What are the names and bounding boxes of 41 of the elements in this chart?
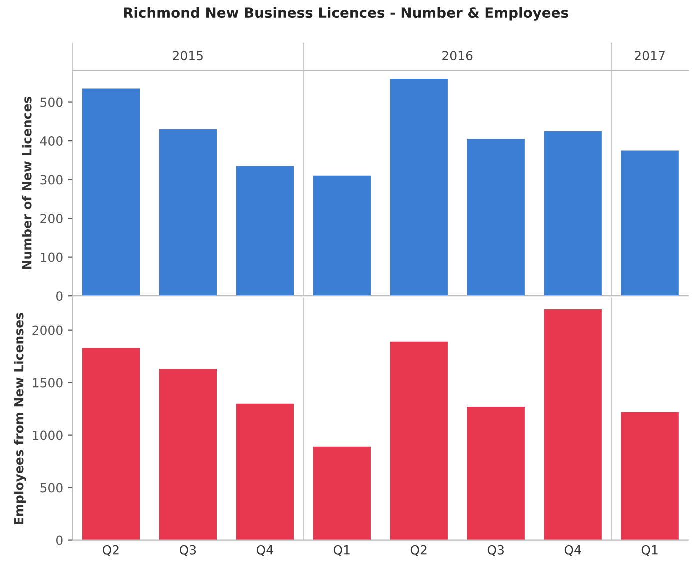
bar: [313, 176, 371, 296]
x-tick-label: Q4: [564, 545, 582, 556]
x-tick-label: Q1: [642, 545, 658, 556]
bar: [544, 309, 602, 540]
bar: [82, 88, 140, 296]
x-tick-label: Q2: [410, 545, 427, 556]
bar: [467, 406, 525, 540]
y-tick-label: 400: [40, 136, 63, 146]
bar: [390, 342, 448, 540]
bar: [621, 150, 679, 296]
text: 2015: [173, 51, 203, 61]
y-tick-label: 1000: [33, 430, 63, 440]
bar: [236, 166, 294, 296]
y-axis-title: Number of New Licences: [22, 96, 32, 270]
y-tick-label: 100: [41, 252, 63, 262]
y-tick-label: 0: [56, 292, 63, 302]
y-tick-label: 500: [40, 98, 63, 108]
x-tick-label: Q4: [256, 545, 274, 556]
y-tick-label: 300: [40, 175, 63, 185]
x-tick-label: Q2: [102, 545, 119, 556]
bar: [313, 446, 371, 540]
y-tick-label: 2000: [32, 326, 63, 336]
bar: [467, 139, 525, 296]
y-axis-title: Employees from New Licenses: [14, 313, 26, 524]
y-tick-label: 500: [40, 483, 63, 493]
chart-title: Richmond New Business Licences - Number & Employees: [124, 7, 568, 21]
x-tick-label: Q3: [180, 545, 196, 556]
x-tick-label: Q1: [334, 545, 350, 556]
text: 2017: [635, 51, 665, 61]
text: 2016: [442, 51, 473, 61]
bar: [159, 129, 218, 296]
bar: [621, 412, 679, 540]
bar: [236, 404, 294, 540]
bar: [544, 131, 602, 296]
bar: [159, 369, 218, 540]
x-tick-label: Q3: [488, 545, 504, 556]
bar: [82, 348, 140, 540]
y-tick-label: 200: [40, 214, 63, 224]
y-tick-label: 1500: [33, 378, 63, 388]
bar: [390, 79, 448, 296]
y-tick-label: 0: [56, 536, 63, 546]
